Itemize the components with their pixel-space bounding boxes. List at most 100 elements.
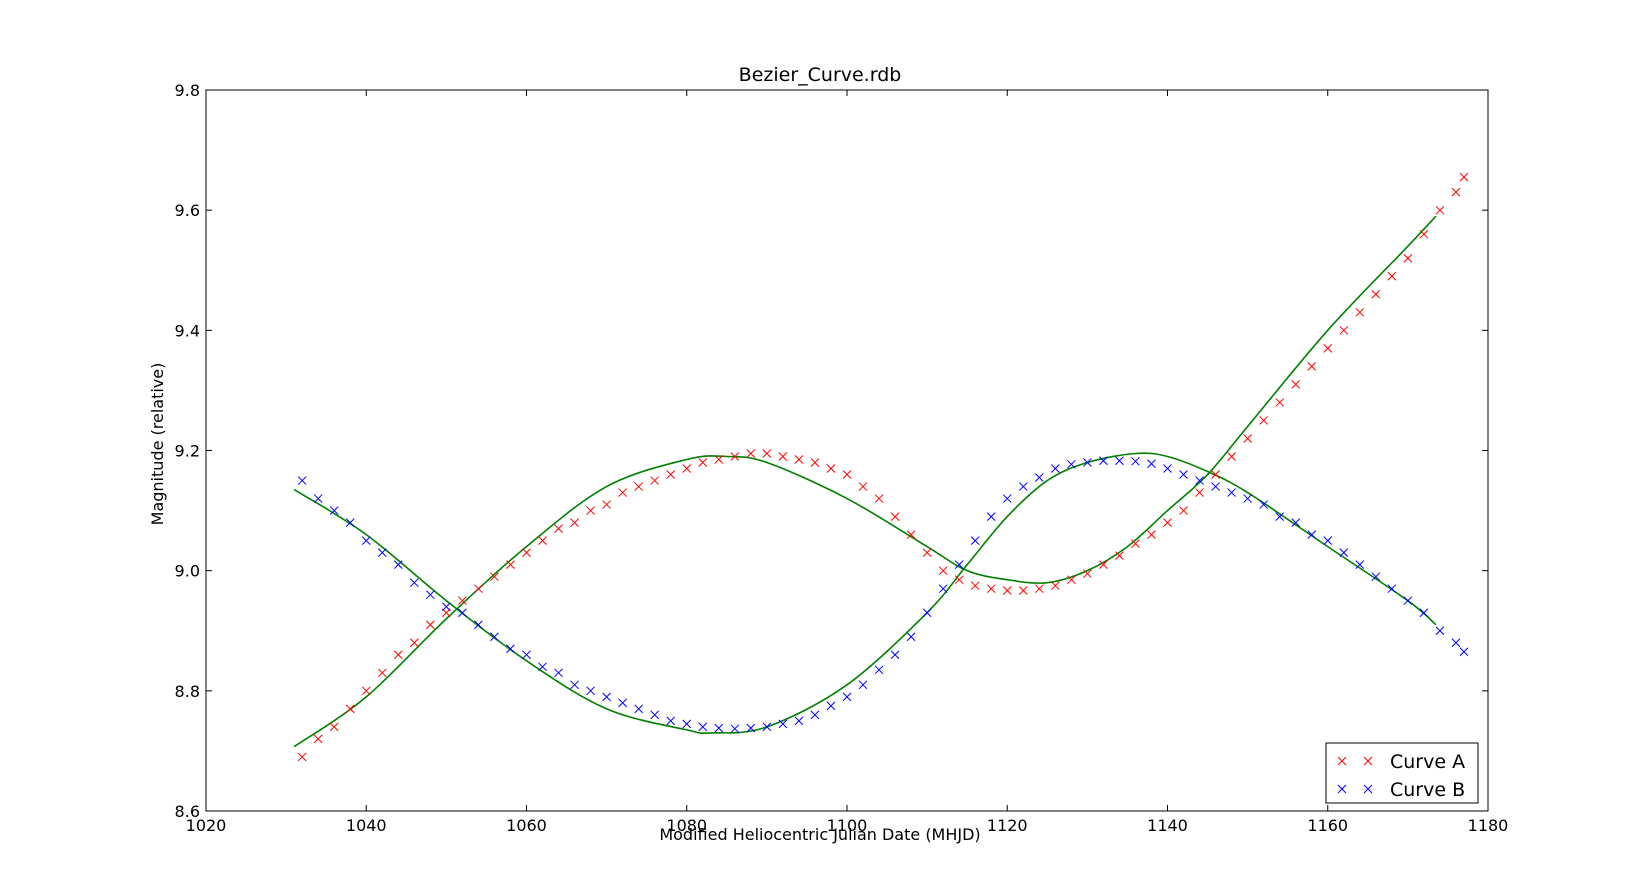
data-point xyxy=(313,494,323,503)
series-1 xyxy=(297,172,1469,762)
data-point xyxy=(1050,464,1060,473)
data-point xyxy=(890,512,900,521)
data-point xyxy=(297,476,307,485)
y-axis-label: Magnitude (relative) xyxy=(148,363,167,526)
data-point xyxy=(1291,518,1301,527)
data-point xyxy=(890,650,900,660)
x-tick-label: 1180 xyxy=(1468,816,1509,835)
data-point xyxy=(810,458,820,467)
data-point xyxy=(1323,536,1333,545)
data-point xyxy=(1099,560,1108,570)
data-point xyxy=(858,482,868,491)
data-point xyxy=(586,506,595,515)
data-point xyxy=(1403,253,1413,263)
data-point xyxy=(922,548,932,557)
data-point xyxy=(458,608,467,618)
data-point xyxy=(826,701,836,711)
data-point xyxy=(393,650,403,660)
x-tick-label: 1120 xyxy=(987,816,1028,835)
data-point xyxy=(1099,456,1108,466)
data-point xyxy=(1451,638,1461,648)
x-tick-label: 1080 xyxy=(666,816,707,835)
data-point xyxy=(442,602,451,612)
data-point xyxy=(361,536,371,545)
data-point xyxy=(1083,569,1092,579)
data-point xyxy=(361,686,371,696)
data-point xyxy=(954,560,964,570)
data-point xyxy=(1371,572,1381,582)
data-point xyxy=(794,716,804,726)
data-point xyxy=(1419,608,1429,618)
data-point xyxy=(730,724,740,734)
data-point xyxy=(1275,398,1285,407)
data-point xyxy=(986,512,996,521)
data-point xyxy=(1163,464,1172,473)
data-point xyxy=(682,464,692,473)
data-point xyxy=(1211,470,1220,479)
y-tick-label: 9.4 xyxy=(175,321,200,340)
data-point xyxy=(922,608,932,618)
data-point xyxy=(1275,512,1285,521)
data-point xyxy=(1259,416,1269,425)
data-point xyxy=(586,686,595,696)
data-point xyxy=(634,704,644,714)
data-point xyxy=(1227,488,1236,497)
data-point xyxy=(329,722,339,732)
data-point xyxy=(425,620,435,630)
data-point xyxy=(698,722,708,732)
data-point xyxy=(1147,530,1156,539)
y-tick-label: 9.8 xyxy=(175,81,200,100)
plot-area: 1020 1040 1060 1080 1100 1120 1140 1160 1180 8.6 8… xyxy=(175,81,1509,835)
data-point xyxy=(1034,584,1044,594)
x-tick-label: 1160 xyxy=(1307,816,1348,835)
data-point xyxy=(874,665,884,675)
legend-marker xyxy=(1363,756,1373,766)
y-tick-label: 8.8 xyxy=(175,682,200,701)
data-point xyxy=(874,494,884,503)
data-point xyxy=(1387,584,1397,594)
data-point xyxy=(1179,470,1188,479)
data-point xyxy=(1435,205,1445,215)
data-point xyxy=(1307,530,1317,539)
y-tick-label: 9.0 xyxy=(175,562,200,581)
data-point xyxy=(602,500,611,509)
data-point xyxy=(682,719,692,729)
data-point xyxy=(1227,452,1236,461)
data-point xyxy=(1339,548,1349,557)
data-point xyxy=(570,680,579,690)
data-point xyxy=(794,455,804,464)
data-point xyxy=(1115,551,1124,560)
data-point xyxy=(490,632,499,642)
data-point xyxy=(458,596,467,606)
data-point xyxy=(1083,458,1092,467)
data-point xyxy=(1291,380,1301,389)
data-point xyxy=(409,638,419,648)
data-point xyxy=(1323,344,1333,353)
data-point xyxy=(938,584,948,594)
data-point xyxy=(313,734,323,744)
data-point xyxy=(954,575,964,585)
data-point xyxy=(474,620,483,630)
data-point xyxy=(1339,325,1349,335)
fit-line-1 xyxy=(293,215,1437,748)
data-point xyxy=(1195,476,1204,485)
data-point xyxy=(377,668,387,678)
data-point xyxy=(1131,456,1140,466)
data-point xyxy=(746,723,756,733)
data-point xyxy=(810,710,820,720)
data-point xyxy=(329,506,339,515)
data-point xyxy=(522,548,531,557)
data-point xyxy=(377,548,387,557)
data-point xyxy=(1066,459,1076,469)
data-point xyxy=(1131,539,1140,548)
data-point xyxy=(714,723,724,733)
data-point xyxy=(618,698,628,708)
data-point xyxy=(762,722,772,732)
data-point xyxy=(1459,647,1469,657)
data-point xyxy=(506,560,515,570)
data-point xyxy=(1371,289,1381,299)
chart-title: Bezier_Curve.rdb xyxy=(739,64,902,86)
series-2 xyxy=(297,456,1469,734)
data-point xyxy=(1179,506,1188,515)
